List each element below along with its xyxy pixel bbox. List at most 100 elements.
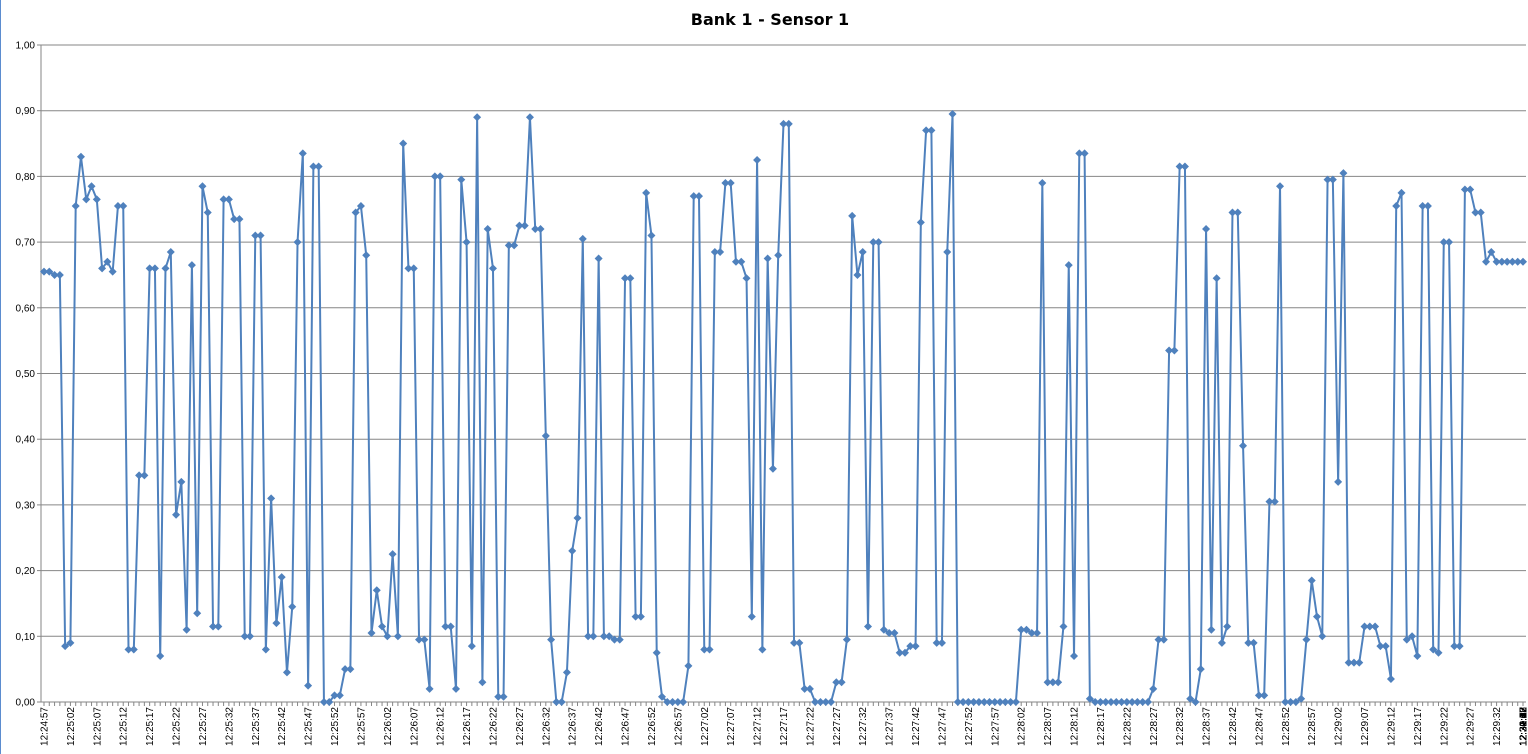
x-tick-label: 12:25:27 <box>198 707 209 746</box>
data-point-marker <box>742 274 751 283</box>
x-tick-label: 12:26:02 <box>383 707 394 746</box>
data-point-marker <box>710 247 719 256</box>
data-point-marker <box>1170 346 1179 355</box>
data-point-marker <box>964 698 973 706</box>
x-tick-label: 12:27:27 <box>832 707 843 746</box>
data-point-marker <box>1212 274 1221 283</box>
x-tick-label: 12:25:22 <box>172 707 183 746</box>
x-tick-label: 12:31:22 <box>1519 707 1528 746</box>
data-point-marker <box>1297 694 1306 703</box>
data-point-marker <box>790 638 799 647</box>
data-point-marker <box>76 152 85 161</box>
data-point-marker <box>1302 635 1311 644</box>
data-point-marker <box>45 267 54 276</box>
data-point-marker <box>821 698 830 706</box>
data-point-marker <box>235 215 244 224</box>
x-tick-label: 12:25:57 <box>356 707 367 746</box>
data-point-marker <box>113 201 122 210</box>
data-point-marker <box>98 264 107 273</box>
data-point-marker <box>541 431 550 440</box>
x-tick-label: 12:29:32 <box>1492 707 1503 746</box>
data-point-marker <box>1217 638 1226 647</box>
data-point-marker <box>198 182 207 191</box>
data-point-marker <box>1328 175 1337 184</box>
x-tick-label: 12:31:42 <box>1519 707 1528 746</box>
data-point-marker <box>763 254 772 263</box>
data-point-marker <box>1011 698 1020 706</box>
x-tick-label: 12:31:07 <box>1519 707 1528 746</box>
x-tick-label: 12:26:47 <box>621 707 632 746</box>
data-point-marker <box>890 629 899 638</box>
data-point-marker <box>547 635 556 644</box>
data-point-marker <box>1434 648 1443 657</box>
data-point-marker <box>953 698 962 706</box>
data-point-marker <box>1270 497 1279 506</box>
data-point-marker <box>1070 652 1079 661</box>
data-point-marker <box>578 234 587 243</box>
data-point-marker <box>314 162 323 171</box>
data-point-marker <box>420 635 429 644</box>
data-point-marker <box>1186 694 1195 703</box>
x-tick-label: 12:31:17 <box>1519 707 1528 746</box>
data-point-marker <box>1519 257 1527 266</box>
x-tick-label: 12:32:02 <box>1519 707 1528 746</box>
data-point-marker <box>293 238 302 247</box>
data-point-marker <box>1487 247 1496 256</box>
x-tick-label: 12:31:27 <box>1519 707 1528 746</box>
data-point-marker <box>1408 632 1417 641</box>
x-tick-label: 12:26:57 <box>673 707 684 746</box>
x-tick-label: 12:31:37 <box>1519 707 1528 746</box>
data-point-marker <box>129 645 138 654</box>
data-point-marker <box>557 698 566 706</box>
data-point-marker <box>1043 678 1052 687</box>
x-tick-label: 12:28:12 <box>1070 707 1081 746</box>
data-point-marker <box>499 692 508 701</box>
data-point-marker <box>467 642 476 651</box>
data-point-marker <box>568 546 577 555</box>
data-point-marker <box>1091 698 1100 706</box>
data-point-marker <box>172 510 181 519</box>
data-point-marker <box>330 691 339 700</box>
y-tick-label: 0,40 <box>16 435 36 446</box>
data-point-marker <box>636 612 645 621</box>
data-point-marker <box>911 642 920 651</box>
data-point-marker <box>177 477 186 486</box>
data-point-marker <box>362 251 371 260</box>
data-point-marker <box>1450 642 1459 651</box>
data-point-marker <box>515 221 524 230</box>
data-point-marker <box>1460 185 1469 194</box>
data-point-marker <box>425 684 434 693</box>
data-point-marker <box>219 195 228 204</box>
data-point-marker <box>895 648 904 657</box>
x-tick-label: 12:28:17 <box>1096 707 1107 746</box>
data-point-marker <box>937 638 946 647</box>
x-tick-label: 12:28:22 <box>1122 707 1133 746</box>
data-point-marker <box>974 698 983 706</box>
data-point-marker <box>1159 635 1168 644</box>
data-point-marker <box>478 678 487 687</box>
data-point-marker <box>584 632 593 641</box>
data-point-marker <box>309 162 318 171</box>
data-point-marker <box>1371 622 1380 631</box>
data-point-marker <box>996 698 1005 706</box>
data-point-marker <box>1048 678 1057 687</box>
data-point-marker <box>1017 625 1026 634</box>
data-point-marker <box>552 698 561 706</box>
data-point-marker <box>1281 698 1290 706</box>
x-tick-label: 12:29:57 <box>1519 707 1528 746</box>
data-point-marker <box>246 632 255 641</box>
data-point-marker <box>1133 698 1142 706</box>
y-tick-label: 0,70 <box>16 238 36 249</box>
data-point-marker <box>858 247 867 256</box>
x-tick-label: 12:27:12 <box>753 707 764 746</box>
data-point-marker <box>462 238 471 247</box>
data-point-marker <box>990 698 999 706</box>
x-tick-label: 12:26:12 <box>436 707 447 746</box>
x-tick-label: 12:29:12 <box>1386 707 1397 746</box>
x-tick-label: 12:30:57 <box>1519 707 1528 746</box>
data-point-marker <box>779 119 788 128</box>
data-point-marker <box>747 612 756 621</box>
data-point-marker <box>1318 632 1327 641</box>
series-line <box>44 112 1523 703</box>
